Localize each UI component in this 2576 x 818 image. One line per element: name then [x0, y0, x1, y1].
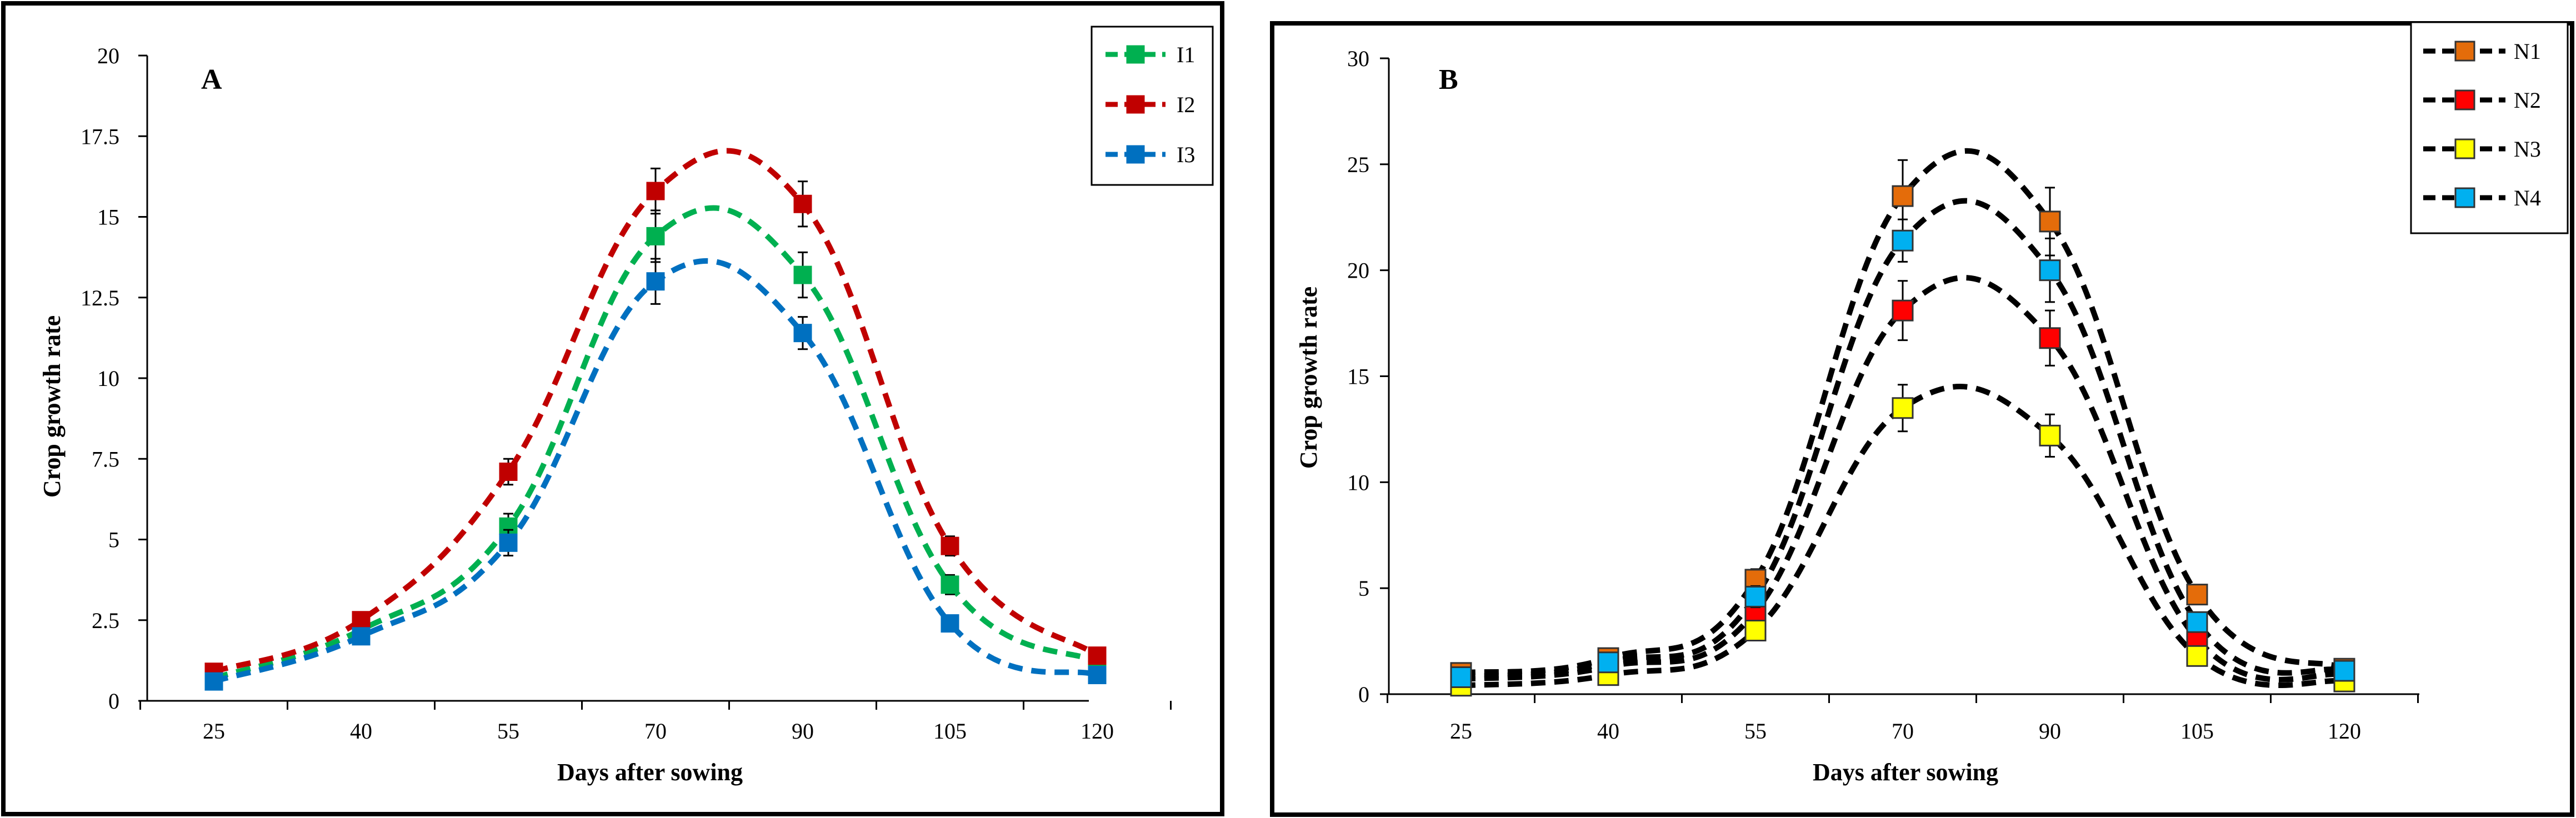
panel-a: A 0 2.5 5 7.5 10 12.5 15 17.5 20 25 40 55 70 90 105 120… — [1, 1, 1224, 816]
panel-a-legend: I1 I2 I3 — [1091, 26, 1214, 186]
data-point-n3 — [1892, 397, 1914, 419]
panel-b-legend-box — [2410, 21, 2569, 234]
legend-entry-i3: I3 — [1106, 142, 1195, 167]
y-tick-label: 5 — [108, 528, 119, 553]
y-tick-label: 7.5 — [92, 446, 119, 471]
legend-entry-n4: N4 — [2423, 185, 2541, 210]
series-line-n3 — [1460, 384, 2345, 689]
x-tick-label: 105 — [2180, 719, 2214, 744]
legend-label-n2: N2 — [2514, 88, 2541, 113]
panel-a-y-axis-title: Crop growth rate — [38, 315, 66, 498]
data-point-i1 — [793, 265, 812, 284]
data-point-i3 — [646, 272, 665, 291]
legend-label-i2: I2 — [1177, 92, 1195, 117]
panel-a-x-axis-title: Days after sowing — [557, 759, 743, 786]
data-point-n3 — [2039, 424, 2061, 446]
panel-b-y-axis-title: Crop growth rate — [1295, 287, 1322, 469]
data-point-n4 — [1450, 666, 1472, 688]
x-tick-label: 120 — [1081, 719, 1114, 744]
legend-marker-n4 — [2454, 187, 2475, 208]
data-point-i3 — [941, 614, 959, 633]
legend-marker-n2 — [2454, 89, 2475, 111]
y-tick-label: 2.5 — [92, 608, 119, 633]
panel-b: B 0 5 10 15 20 25 30 25 40 55 70 90 105 120 Days afte… — [1270, 21, 2574, 817]
x-tick-label: 70 — [644, 719, 667, 744]
data-point-i2 — [646, 182, 665, 200]
panel-a-frame — [1, 1, 1224, 816]
legend-marker-i1 — [1126, 45, 1145, 64]
x-tick-label: 25 — [1450, 719, 1472, 744]
panel-b-legend: N1 N2 N3 N4 — [2410, 21, 2569, 234]
data-point-n4 — [1892, 229, 1914, 252]
y-tick-label: 30 — [1347, 46, 1369, 71]
panel-b-x-axis-title: Days after sowing — [1813, 759, 1998, 786]
data-point-n4 — [1597, 651, 1619, 674]
data-point-n4 — [2039, 259, 2061, 282]
data-point-i3 — [1088, 666, 1107, 685]
panel-a-label: A — [201, 64, 222, 96]
y-tick-label: 10 — [1347, 470, 1369, 495]
x-tick-label: 105 — [933, 719, 967, 744]
panel-b-label: B — [1439, 64, 1458, 96]
y-tick-label: 20 — [97, 43, 119, 68]
data-point-i3 — [204, 672, 223, 691]
data-point-i2 — [1088, 646, 1107, 665]
data-point-i3 — [499, 533, 518, 552]
data-point-n3 — [2186, 645, 2208, 667]
x-tick-label: 120 — [2328, 719, 2361, 744]
x-tick-label: 70 — [1892, 719, 1914, 744]
data-point-i3 — [793, 324, 812, 343]
legend-label-n3: N3 — [2514, 137, 2541, 162]
x-tick-label: 90 — [2039, 719, 2061, 744]
y-tick-label: 12.5 — [81, 285, 119, 310]
y-tick-label: 15 — [97, 205, 119, 230]
legend-marker-n3 — [2454, 138, 2475, 159]
data-point-i2 — [941, 536, 959, 555]
y-tick-label: 15 — [1347, 364, 1369, 389]
legend-label-i3: I3 — [1177, 142, 1195, 167]
data-point-n1 — [1892, 185, 1914, 207]
data-point-n4 — [2333, 660, 2355, 682]
y-tick-label: 0 — [108, 689, 119, 714]
legend-marker-n1 — [2454, 41, 2475, 62]
x-tick-label: 40 — [1597, 719, 1619, 744]
data-point-i1 — [941, 575, 959, 594]
data-point-n4 — [2186, 611, 2208, 633]
legend-entry-n2: N2 — [2423, 88, 2541, 113]
x-tick-label: 40 — [350, 719, 372, 744]
data-point-n1 — [2039, 210, 2061, 233]
y-tick-label: 10 — [97, 366, 119, 391]
legend-label-i1: I1 — [1177, 42, 1195, 67]
legend-label-n1: N1 — [2514, 39, 2541, 64]
y-tick-label: 0 — [1358, 682, 1369, 707]
x-tick-label: 90 — [792, 719, 814, 744]
data-point-n2 — [2039, 327, 2061, 349]
x-tick-label: 25 — [203, 719, 225, 744]
legend-marker-i3 — [1126, 145, 1145, 164]
x-tick-label: 55 — [1744, 719, 1767, 744]
y-tick-label: 20 — [1347, 258, 1369, 283]
data-point-n3 — [1744, 620, 1767, 641]
y-tick-label: 25 — [1347, 152, 1369, 177]
legend-marker-i2 — [1126, 95, 1145, 114]
panel-a-plot: 0 2.5 5 7.5 10 12.5 15 17.5 20 25 40 55 70 90 105 120 — [81, 43, 1172, 744]
legend-label-n4: N4 — [2514, 185, 2541, 210]
x-tick-label: 55 — [497, 719, 519, 744]
legend-entry-i2: I2 — [1106, 92, 1195, 117]
data-point-i2 — [499, 462, 518, 481]
data-point-n4 — [1744, 585, 1767, 608]
legend-entry-n3: N3 — [2423, 137, 2541, 162]
data-point-n2 — [1892, 299, 1914, 322]
legend-entry-i1: I1 — [1106, 42, 1195, 67]
data-point-n1 — [2186, 584, 2208, 606]
y-tick-label: 17.5 — [81, 124, 119, 149]
data-point-i2 — [793, 194, 812, 213]
data-point-i3 — [352, 627, 371, 646]
y-tick-label: 5 — [1358, 576, 1369, 601]
data-point-i1 — [646, 227, 665, 245]
data-point-i2 — [352, 611, 371, 630]
panel-b-plot: 0 5 10 15 20 25 30 25 40 55 70 90 105 120 — [1347, 46, 2419, 744]
legend-entry-n1: N1 — [2423, 39, 2541, 64]
